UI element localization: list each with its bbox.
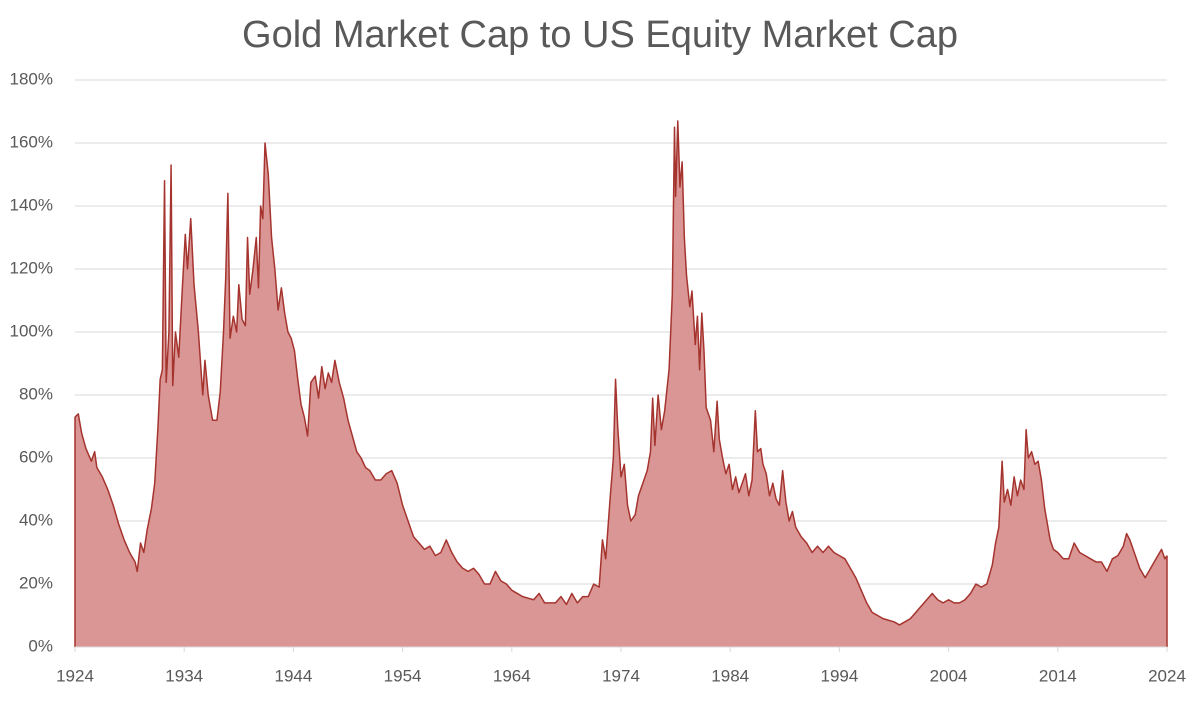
y-tick-label: 40% bbox=[19, 510, 53, 529]
area bbox=[75, 120, 1167, 647]
x-tick-label: 1974 bbox=[602, 666, 640, 685]
x-tick-label: 2014 bbox=[1039, 666, 1077, 685]
x-tick-label: 2004 bbox=[930, 666, 968, 685]
x-tick-label: 1924 bbox=[56, 666, 94, 685]
y-tick-label: 80% bbox=[19, 384, 53, 403]
x-tick-label: 1994 bbox=[820, 666, 858, 685]
x-tick-label: 1964 bbox=[493, 666, 531, 685]
x-tick-label: 1984 bbox=[711, 666, 749, 685]
y-tick-label: 180% bbox=[10, 69, 53, 88]
y-tick-label: 120% bbox=[10, 258, 53, 277]
y-tick-label: 60% bbox=[19, 447, 53, 466]
x-tick-label: 1944 bbox=[274, 666, 312, 685]
y-tick-label: 140% bbox=[10, 195, 53, 214]
y-tick-label: 100% bbox=[10, 321, 53, 340]
x-tick-label: 1954 bbox=[384, 666, 422, 685]
y-tick-label: 160% bbox=[10, 132, 53, 151]
chart-title: Gold Market Cap to US Equity Market Cap bbox=[242, 14, 958, 56]
x-tick-label: 2024 bbox=[1148, 666, 1186, 685]
line bbox=[74, 120, 1168, 626]
y-tick-label: 20% bbox=[19, 573, 53, 592]
y-tick-label: 0% bbox=[28, 636, 53, 655]
x-tick-label: 1934 bbox=[165, 666, 203, 685]
